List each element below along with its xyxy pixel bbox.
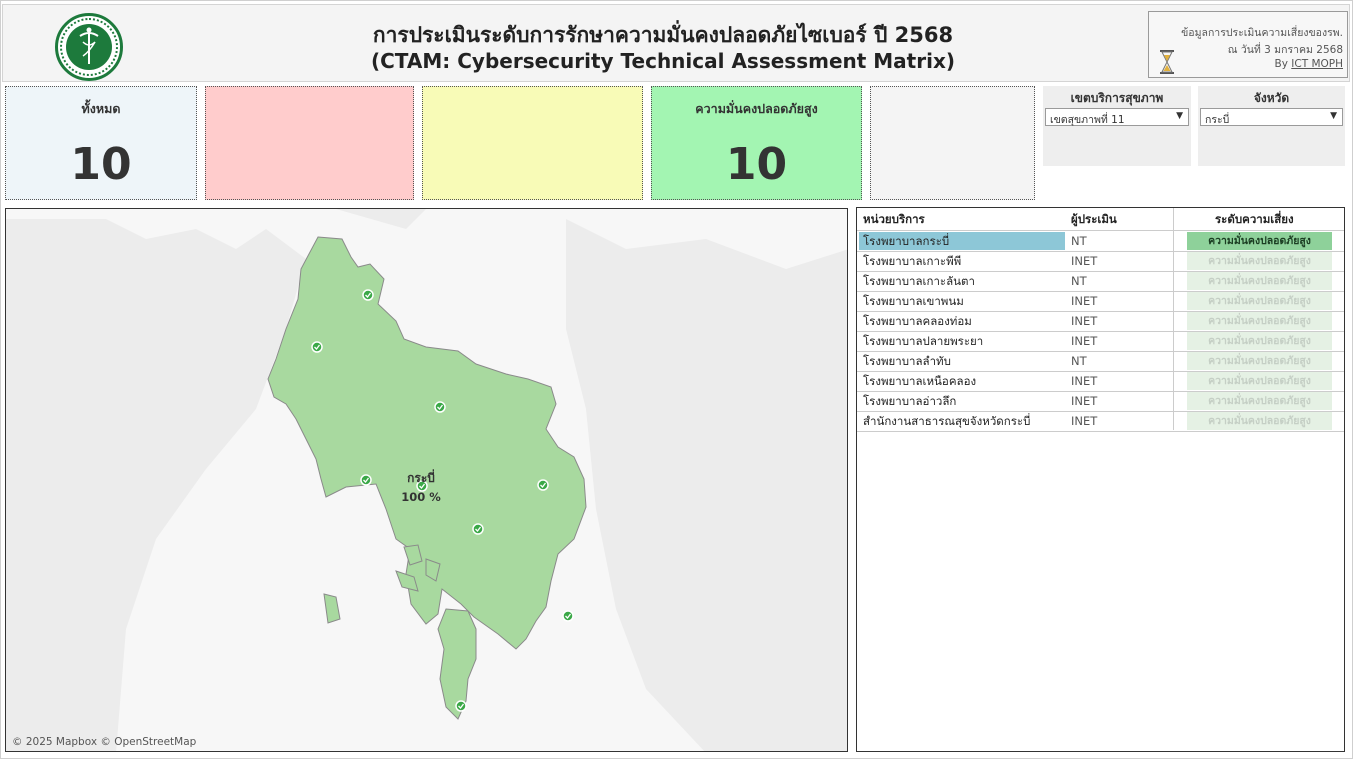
info-by: By (1274, 58, 1288, 70)
page-title: การประเมินระดับการรักษาความมั่นคงปลอดภัย… (372, 23, 954, 47)
province-filter-label: จังหวัด (1253, 91, 1290, 105)
kpi-high-security-value: 10 (725, 139, 788, 190)
table-row[interactable]: โรงพยาบาลกระบี่ NT ความมั่นคงปลอดภัยสูง (857, 231, 1344, 251)
kpi-high-security-label: ความมั่นคงปลอดภัยสูง (695, 101, 818, 116)
cell-unit[interactable]: โรงพยาบาลเกาะพีพี (863, 254, 962, 268)
cell-assessor: NT (1071, 354, 1087, 368)
cell-unit[interactable]: สำนักงานสาธารณสุขจังหวัดกระบี่ (863, 414, 1031, 428)
krabi-province-shape[interactable] (267, 236, 587, 650)
kpi-total-card[interactable]: ทั้งหมด 10 (5, 86, 197, 200)
region-select[interactable]: เขตสุขภาพที่ 11 ▼ (1045, 108, 1189, 126)
cell-assessor: INET (1071, 334, 1098, 348)
hospital-marker (311, 341, 323, 353)
column-header-unit[interactable]: หน่วยบริการ (863, 212, 925, 226)
cell-unit[interactable]: โรงพยาบาลคลองท่อม (863, 314, 972, 328)
hospital-marker (416, 480, 428, 492)
cell-unit[interactable]: โรงพยาบาลเขาพนม (863, 294, 964, 308)
table-row[interactable]: สำนักงานสาธารณสุขจังหวัดกระบี่ INET ความมั… (857, 411, 1344, 431)
info-date: ณ วันที่ 3 มกราคม 2568 (1227, 44, 1343, 56)
province-filter: จังหวัด กระบี่ ▼ (1198, 86, 1345, 166)
cell-risk-badge: ความมั่นคงปลอดภัยสูง (1187, 292, 1332, 310)
region-filter-label: เขตบริการสุขภาพ (1070, 91, 1164, 105)
ict-moph-link[interactable]: ICT MOPH (1291, 58, 1343, 70)
kpi-high-security-card[interactable]: ความมั่นคงปลอดภัยสูง 10 (651, 86, 862, 200)
map-attribution[interactable]: © 2025 Mapbox © OpenStreetMap (12, 736, 197, 748)
cell-assessor: INET (1071, 374, 1098, 388)
table-row[interactable]: โรงพยาบาลอ่าวลึก INET ความมั่นคงปลอดภัยสูง (857, 391, 1344, 411)
table-row[interactable]: โรงพยาบาลเขาพนม INET ความมั่นคงปลอดภัยสูง (857, 291, 1344, 311)
map-canvas (6, 209, 847, 751)
kpi-medium-risk-card[interactable] (422, 86, 643, 200)
province-percent-label: 100 % (401, 490, 441, 504)
cell-risk-badge: ความมั่นคงปลอดภัยสูง (1187, 232, 1332, 250)
province-name-label: กระบี่ (407, 471, 435, 485)
table-row[interactable]: โรงพยาบาลลำทับ NT ความมั่นคงปลอดภัยสูง (857, 351, 1344, 371)
column-header-assessor[interactable]: ผู้ประเมิน (1071, 212, 1117, 226)
hospital-marker (472, 523, 484, 535)
cell-unit[interactable]: โรงพยาบาลปลายพระยา (863, 334, 984, 348)
cell-risk-badge: ความมั่นคงปลอดภัยสูง (1187, 372, 1332, 390)
region-filter: เขตบริการสุขภาพ เขตสุขภาพที่ 11 ▼ (1043, 86, 1191, 166)
kpi-total-label: ทั้งหมด (81, 101, 121, 116)
cell-risk-badge: ความมั่นคงปลอดภัยสูง (1187, 392, 1332, 410)
table-row[interactable]: โรงพยาบาลคลองท่อม INET ความมั่นคงปลอดภัยสู… (857, 311, 1344, 331)
cell-risk-badge: ความมั่นคงปลอดภัยสูง (1187, 312, 1332, 330)
caduceus-icon (79, 27, 99, 64)
province-select-value: กระบี่ (1205, 114, 1230, 126)
kpi-blank-card[interactable] (870, 86, 1035, 200)
cell-assessor: NT (1071, 234, 1087, 248)
cell-assessor: INET (1071, 314, 1098, 328)
table-row[interactable]: โรงพยาบาลเหนือคลอง INET ความมั่นคงปลอดภัยส… (857, 371, 1344, 391)
ministry-logo (55, 13, 123, 81)
column-header-risk[interactable]: ระดับความเสี่ยง (1215, 212, 1294, 226)
province-select[interactable]: กระบี่ ▼ (1200, 108, 1343, 126)
table-row[interactable]: โรงพยาบาลเกาะลันตา NT ความมั่นคงปลอดภัยสูง (857, 271, 1344, 291)
hospital-table: หน่วยบริการ ผู้ประเมิน ระดับความเสี่ยง โ… (856, 207, 1345, 752)
cell-assessor: INET (1071, 414, 1098, 428)
hospital-marker (434, 401, 446, 413)
hospital-marker (360, 474, 372, 486)
cell-risk-badge: ความมั่นคงปลอดภัยสูง (1187, 352, 1332, 370)
cell-risk-badge: ความมั่นคงปลอดภัยสูง (1187, 332, 1332, 350)
cell-unit[interactable]: โรงพยาบาลกระบี่ (859, 232, 1065, 250)
chevron-down-icon: ▼ (1330, 111, 1337, 121)
cell-assessor: INET (1071, 254, 1098, 268)
info-description: ข้อมูลการประเมินความเสี่ยงของรพ. (1181, 27, 1343, 39)
chevron-down-icon: ▼ (1176, 111, 1183, 121)
hourglass-icon (1160, 50, 1174, 74)
cell-assessor: NT (1071, 274, 1087, 288)
region-select-value: เขตสุขภาพที่ 11 (1050, 114, 1125, 126)
cell-risk-badge: ความมั่นคงปลอดภัยสูง (1187, 412, 1332, 430)
table-row[interactable]: โรงพยาบาลปลายพระยา INET ความมั่นคงปลอดภัยส… (857, 331, 1344, 351)
cell-unit[interactable]: โรงพยาบาลลำทับ (863, 354, 951, 368)
cell-unit[interactable]: โรงพยาบาลเหนือคลอง (863, 374, 977, 388)
check-icon (314, 292, 572, 709)
hospital-marker (455, 700, 467, 712)
kpi-high-risk-card[interactable] (205, 86, 414, 200)
cell-assessor: INET (1071, 294, 1098, 308)
cell-unit[interactable]: โรงพยาบาลอ่าวลึก (863, 394, 957, 408)
kpi-total-value: 10 (70, 139, 132, 190)
hospital-marker (562, 610, 574, 622)
hospital-markers[interactable] (311, 289, 574, 712)
cell-risk-badge: ความมั่นคงปลอดภัยสูง (1187, 252, 1332, 270)
province-map[interactable]: กระบี่ 100 % © 2025 Mapbox © OpenStreetM… (5, 208, 848, 752)
page-subtitle: (CTAM: Cybersecurity Technical Assessmen… (370, 49, 955, 73)
dashboard-header: การประเมินระดับการรักษาความมั่นคงปลอดภัย… (2, 4, 1350, 82)
info-box: ข้อมูลการประเมินความเสี่ยงของรพ. ณ วันที… (1148, 11, 1348, 78)
cell-assessor: INET (1071, 394, 1098, 408)
cell-unit[interactable]: โรงพยาบาลเกาะลันตา (863, 274, 975, 288)
hospital-marker (362, 289, 374, 301)
table-row[interactable]: โรงพยาบาลเกาะพีพี INET ความมั่นคงปลอดภัยสู… (857, 251, 1344, 271)
cell-risk-badge: ความมั่นคงปลอดภัยสูง (1187, 272, 1332, 290)
hospital-marker (537, 479, 549, 491)
